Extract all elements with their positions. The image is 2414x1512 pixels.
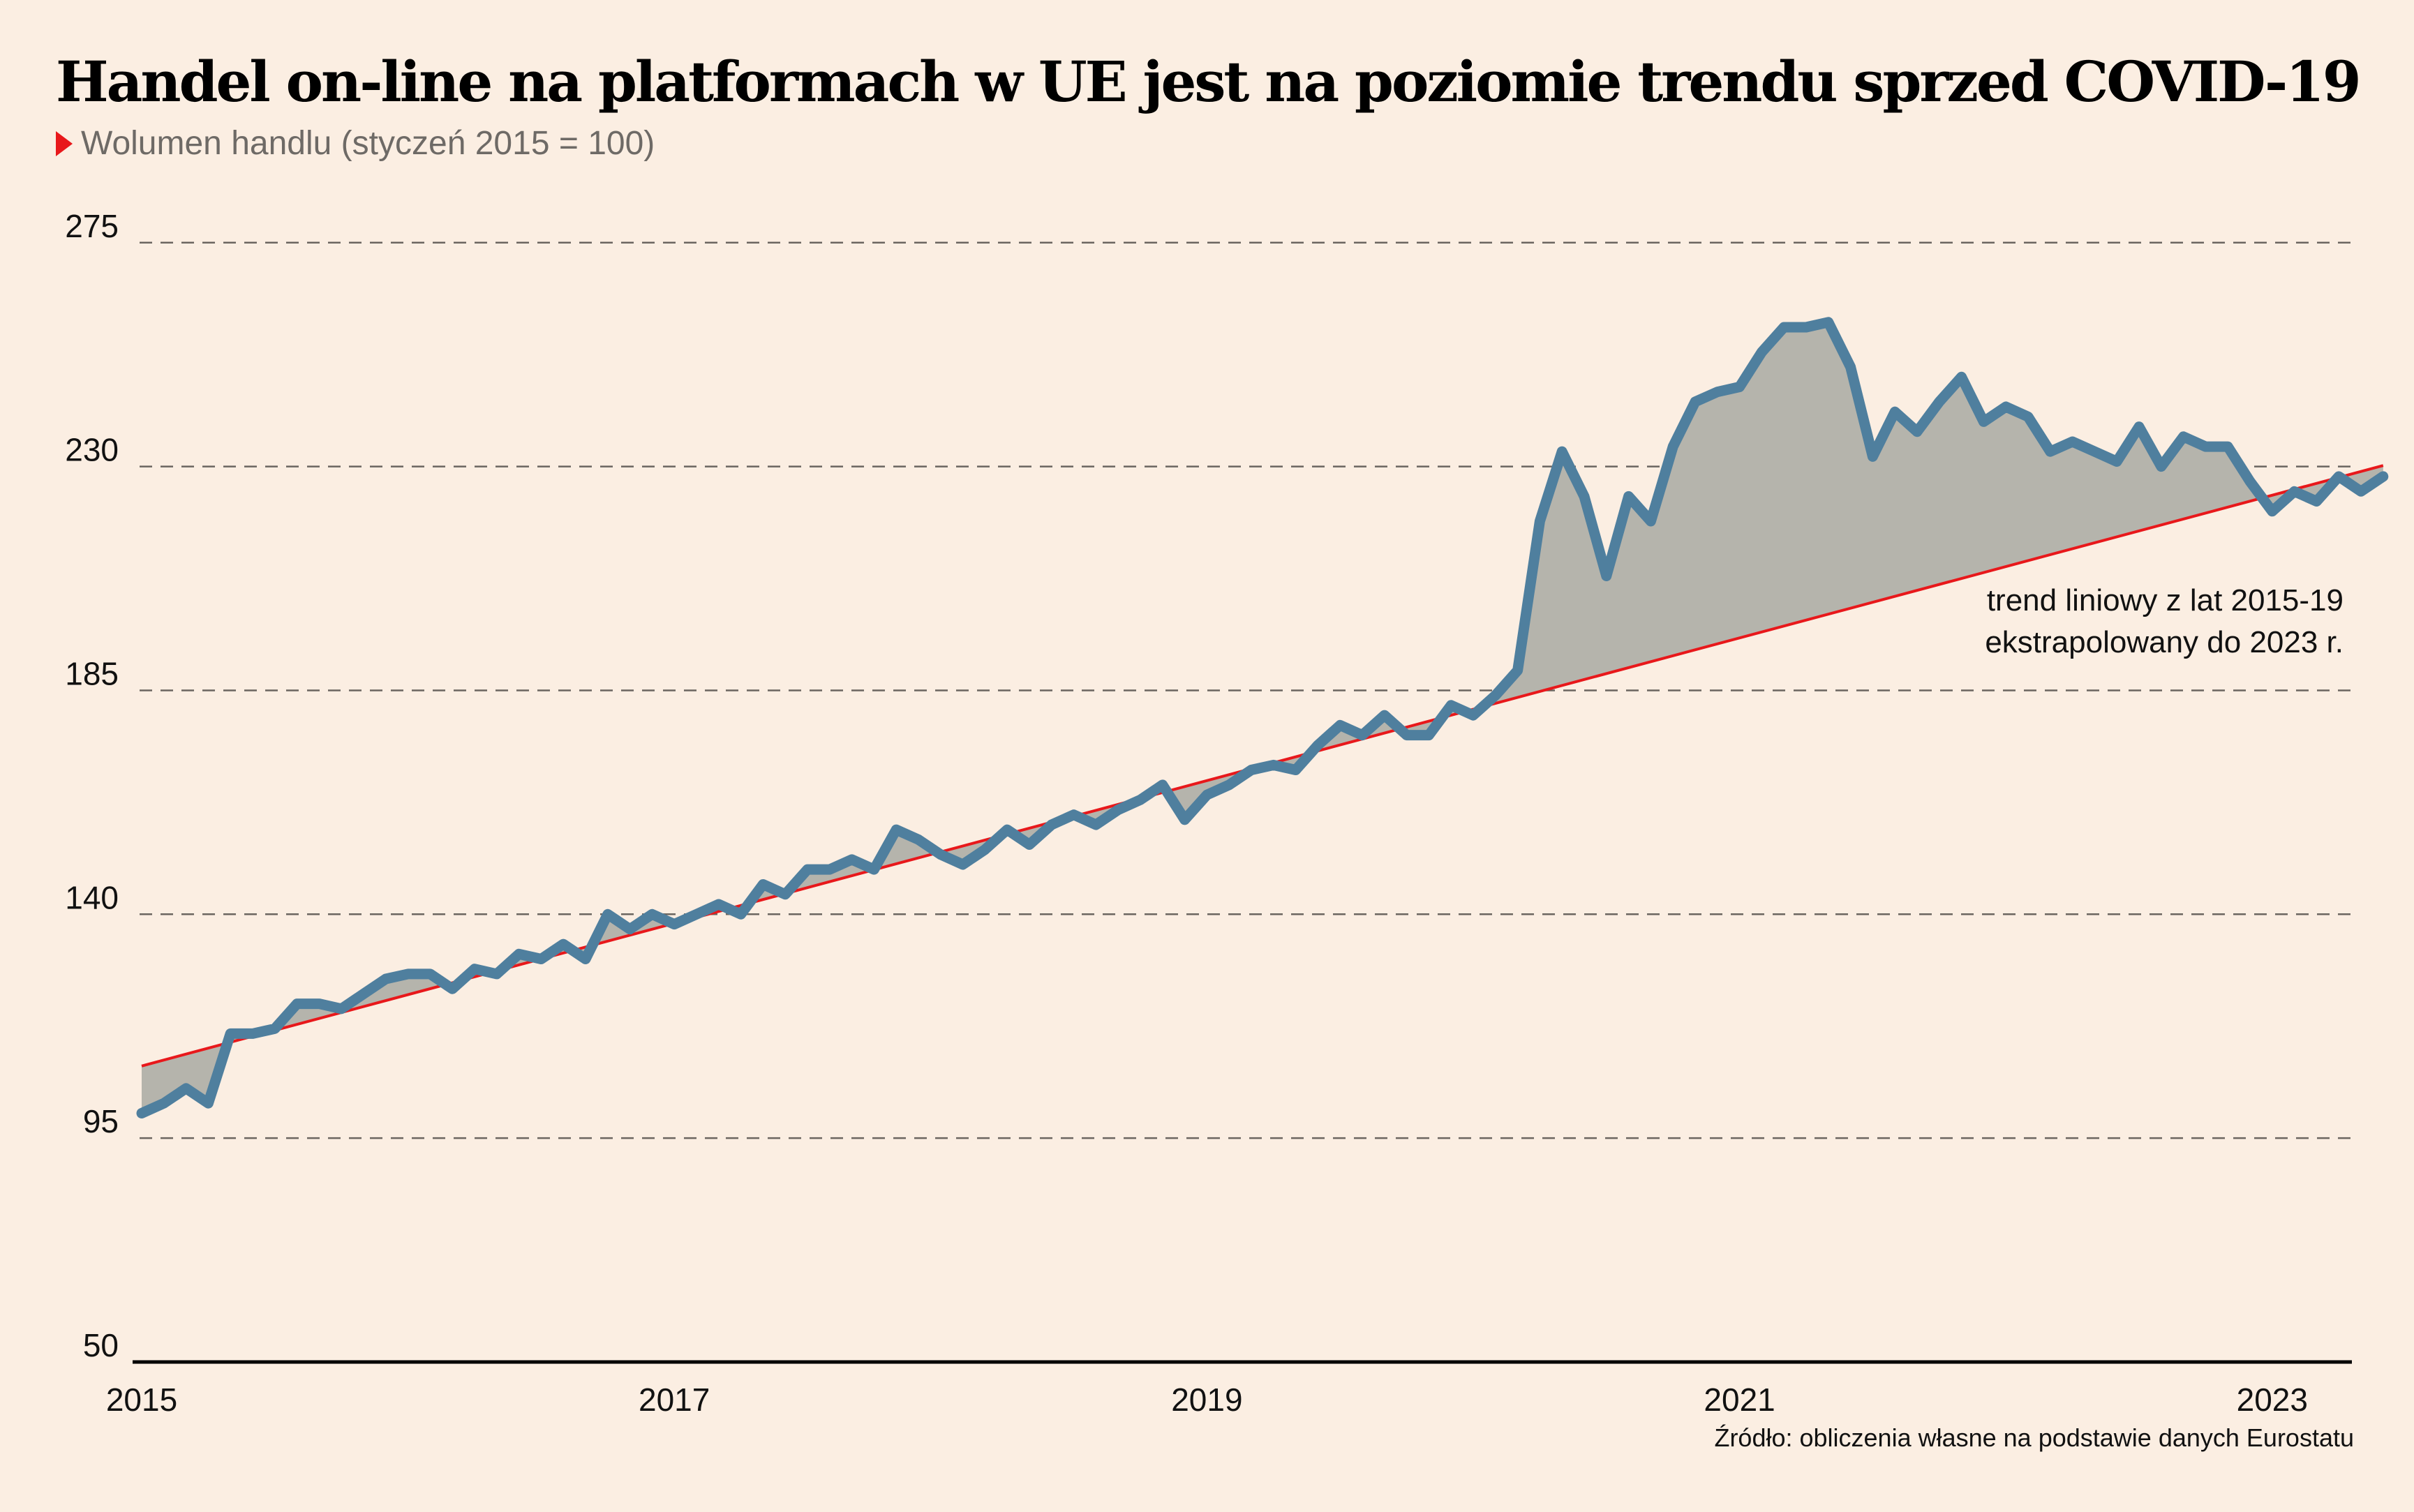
x-axis-ticks: 2015 2017 2019 2021 2023 [106,1382,2308,1418]
y-axis-ticks: 50 95 140 185 230 275 [65,208,119,1363]
trend-annotation-line-2: ekstrapolowany do 2023 r. [1985,625,2344,659]
source-note: Źródło: obliczenia własne na podstawie d… [1714,1423,2354,1452]
x-tick-label: 2019 [1171,1382,1242,1418]
trend-annotation-line-1: trend liniowy z lat 2015-19 [1987,583,2344,617]
x-tick-label: 2017 [639,1382,710,1418]
y-tick-label: 230 [65,432,119,468]
subtitle-text: Wolumen handlu (styczeń 2015 = 100) [81,125,655,162]
chart-subtitle: Wolumen handlu (styczeń 2015 = 100) [56,124,655,163]
triangle-marker-icon [56,130,73,156]
y-tick-label: 50 [83,1327,119,1363]
x-tick-label: 2023 [2237,1382,2308,1418]
x-tick-label: 2021 [1704,1382,1775,1418]
y-tick-label: 140 [65,879,119,915]
y-tick-label: 275 [65,208,119,244]
y-tick-label: 95 [83,1103,119,1139]
gridlines [140,241,2352,1139]
series-line [136,317,2389,1118]
y-tick-label: 185 [65,655,119,691]
chart-title: Handel on-line na platformach w UE jest … [56,49,2361,114]
x-tick-label: 2015 [106,1382,177,1418]
